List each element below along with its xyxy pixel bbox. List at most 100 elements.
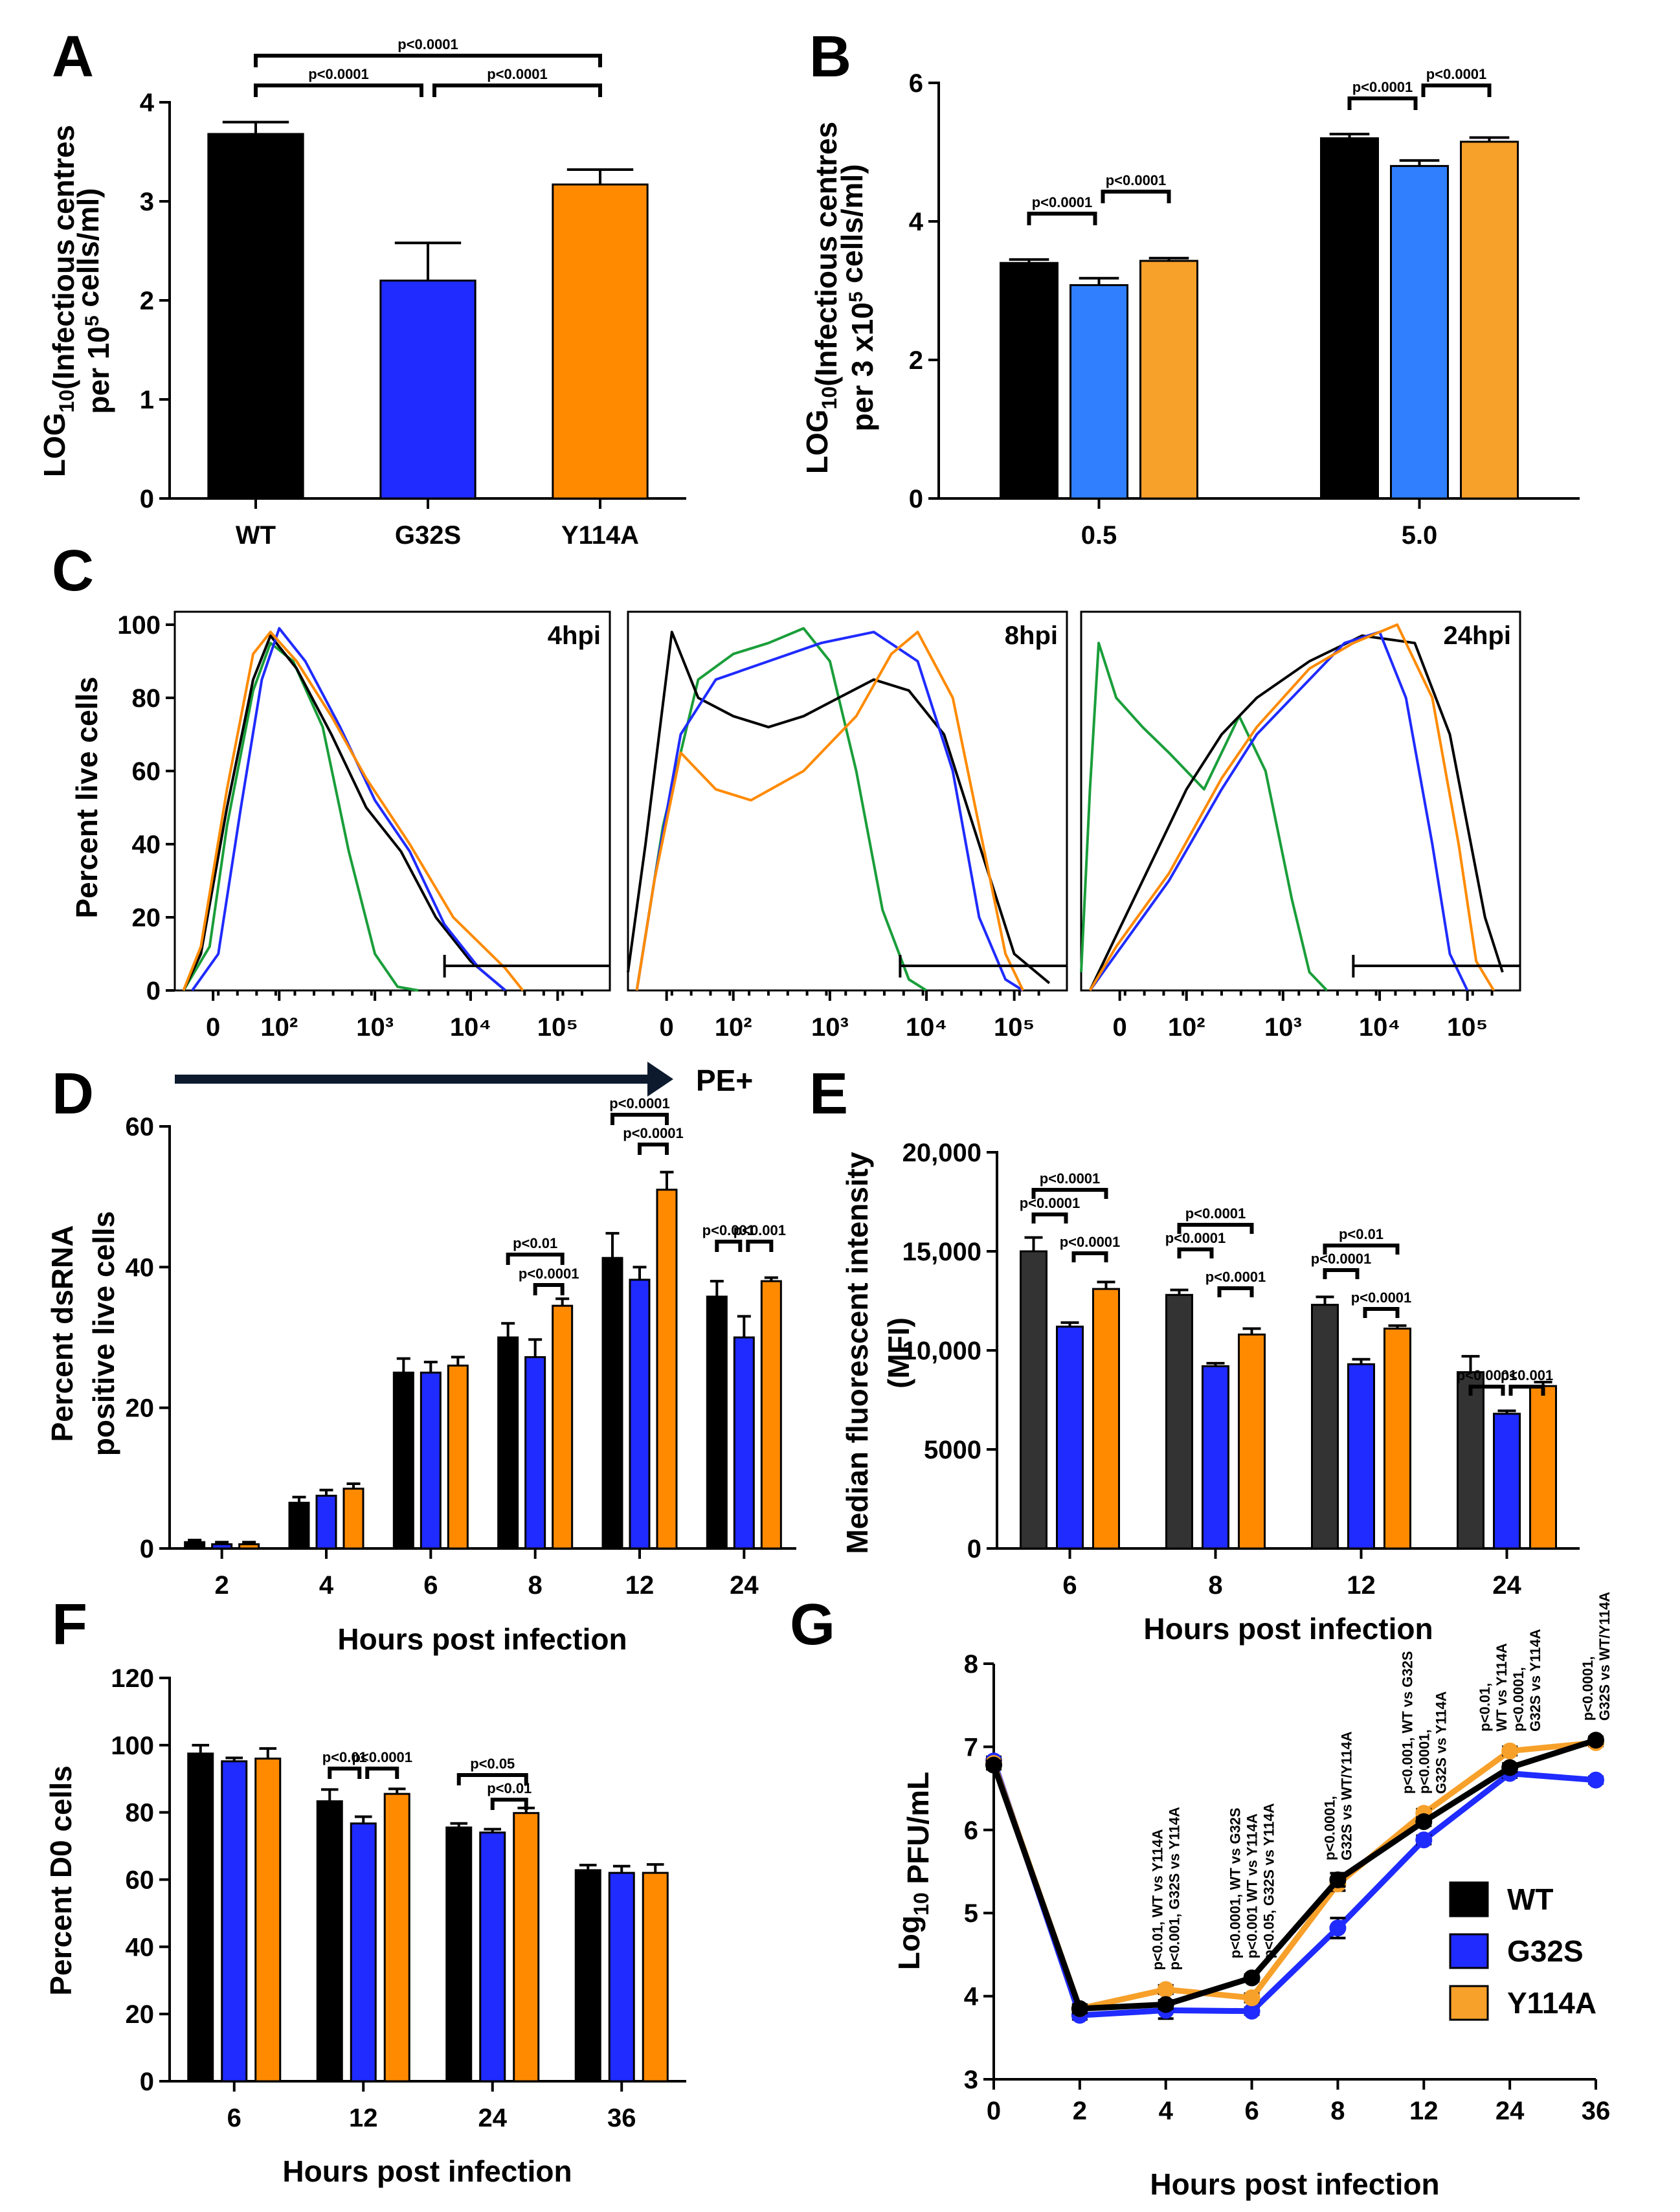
y-tick-label: 7 (964, 1733, 978, 1761)
significance-bracket (1468, 1385, 1505, 1396)
bar (238, 1543, 260, 1550)
label-part: per 3 x10 (846, 302, 879, 431)
x-axis-label: Hours post infection (1143, 1612, 1433, 1646)
significance-bracket (1031, 1212, 1068, 1223)
significance-bracket (1071, 1251, 1108, 1262)
bar (420, 1371, 442, 1550)
data-point (1587, 1732, 1604, 1749)
data-point (1501, 1759, 1519, 1776)
significance-bracket (1027, 212, 1097, 225)
x-axis-label: Hours post infection (337, 1622, 627, 1656)
wt-histogram-curve (1088, 634, 1504, 991)
significance-label: p<0.0001 (519, 1266, 579, 1282)
label-sup: 5 (846, 291, 867, 302)
bar (1139, 260, 1198, 500)
plot-frame (627, 610, 1068, 992)
bar (1092, 1288, 1120, 1550)
y-tick-label: 80 (132, 684, 161, 713)
y-tick-label: 20 (126, 1394, 155, 1423)
data-point (1329, 1871, 1347, 1888)
bar (479, 1831, 506, 2083)
y-tick-label: 0 (140, 2068, 154, 2096)
bar (1238, 1334, 1266, 1550)
x-tick-label: Y114A (561, 521, 639, 550)
x-tick-label: 6 (1244, 2097, 1259, 2125)
bar (552, 1304, 574, 1550)
data-point (1243, 2002, 1260, 2020)
x-tick-label: 10³ (1264, 1013, 1302, 1042)
bar (760, 1280, 782, 1550)
annotation-text: p<0.0001, (1580, 1656, 1596, 1721)
bar (524, 1356, 546, 1550)
significance-bracket (1421, 84, 1492, 97)
significance-bracket (1101, 190, 1171, 203)
significance-bracket (1363, 1307, 1400, 1318)
y-tick-label: 40 (126, 1933, 155, 1961)
y-tick-label: 120 (111, 1664, 154, 1693)
y-tick-label: 6 (909, 69, 923, 98)
x-tick-label: 4 (1159, 2097, 1174, 2125)
significance-label: p<0.01 (322, 1749, 367, 1765)
bar (601, 1257, 623, 1550)
bar (1320, 137, 1379, 500)
x-tick-label: 10² (715, 1013, 752, 1042)
x-tick-label: WT (236, 521, 276, 550)
bar (383, 1793, 410, 2083)
significance-label: p<0.0001 (1032, 194, 1093, 210)
significance-label: p<0.0001 (1040, 1170, 1101, 1187)
data-point (1157, 1996, 1174, 2013)
x-tick-label: 10⁴ (906, 1013, 947, 1042)
significance-label: p<0.0001 (352, 1749, 412, 1765)
annotation-text: p<0.0001, (1321, 1796, 1338, 1860)
significance-bracket (456, 1773, 528, 1785)
x-tick-label: 10⁵ (1447, 1013, 1488, 1042)
y-axis-label: LOG10(Infectious centres (800, 122, 843, 474)
bar (513, 1812, 540, 2083)
significance-bracket (746, 1240, 774, 1252)
bar (254, 1758, 282, 2083)
legend-swatch-y114a (1449, 1985, 1489, 2021)
y-tick-label: 0 (967, 1535, 981, 1563)
significance-label: p<0.01 (1339, 1226, 1383, 1242)
bar (1165, 1293, 1193, 1550)
significance-label: p<0.0001 (308, 66, 369, 82)
annotation-text: G32S vs Y114A (1527, 1629, 1543, 1732)
x-tick-label: 12 (1347, 1571, 1376, 1600)
x-tick-label: 24 (730, 1571, 759, 1600)
histogram-8hpi: 8hpi 0 10² 10³ 10⁴ 10⁵ (627, 610, 1068, 1042)
x-tick-label: 10⁵ (537, 1013, 578, 1042)
x-tick-label: 10³ (811, 1013, 849, 1042)
y-axis-label: Log10 PFU/mL (892, 1772, 935, 1970)
bar (187, 1752, 214, 2083)
significance-bracket (715, 1240, 743, 1252)
bar (211, 1543, 233, 1550)
bar (1347, 1363, 1375, 1550)
bar (392, 1371, 414, 1550)
significance-bracket (254, 54, 602, 67)
y-tick-label: 20 (132, 904, 161, 932)
bar (350, 1822, 377, 2083)
x-tick-label: 12 (349, 2104, 378, 2132)
series-line-g32s (991, 1760, 1596, 2018)
significance-label: p<0.01 (487, 1780, 532, 1796)
control-histogram-curve (1080, 642, 1328, 992)
legend-swatch-g32s (1449, 1933, 1489, 1969)
data-point (1329, 1919, 1347, 1937)
significance-label: p<0.0001 (1457, 1367, 1518, 1383)
y-tick-label: 5000 (924, 1436, 981, 1464)
x-tick-label: 10⁴ (450, 1013, 491, 1042)
bar (288, 1501, 310, 1550)
y-tick-label: 80 (126, 1799, 155, 1827)
data-point (1243, 1989, 1260, 2007)
timepoint-label: 8hpi (1005, 621, 1058, 650)
label-part: LOG (38, 412, 71, 477)
label-sub: 10 (910, 1892, 933, 1916)
x-tick-label: 10⁴ (1359, 1013, 1400, 1042)
x-tick-label: 6 (1062, 1571, 1077, 1600)
significance-label: p<0.0001 (1106, 172, 1167, 188)
y-axis-label: Percent dsRNA (45, 1225, 79, 1442)
y-tick-label: 8 (964, 1650, 978, 1679)
bar (1000, 262, 1058, 500)
significance-bracket (1177, 1247, 1214, 1258)
